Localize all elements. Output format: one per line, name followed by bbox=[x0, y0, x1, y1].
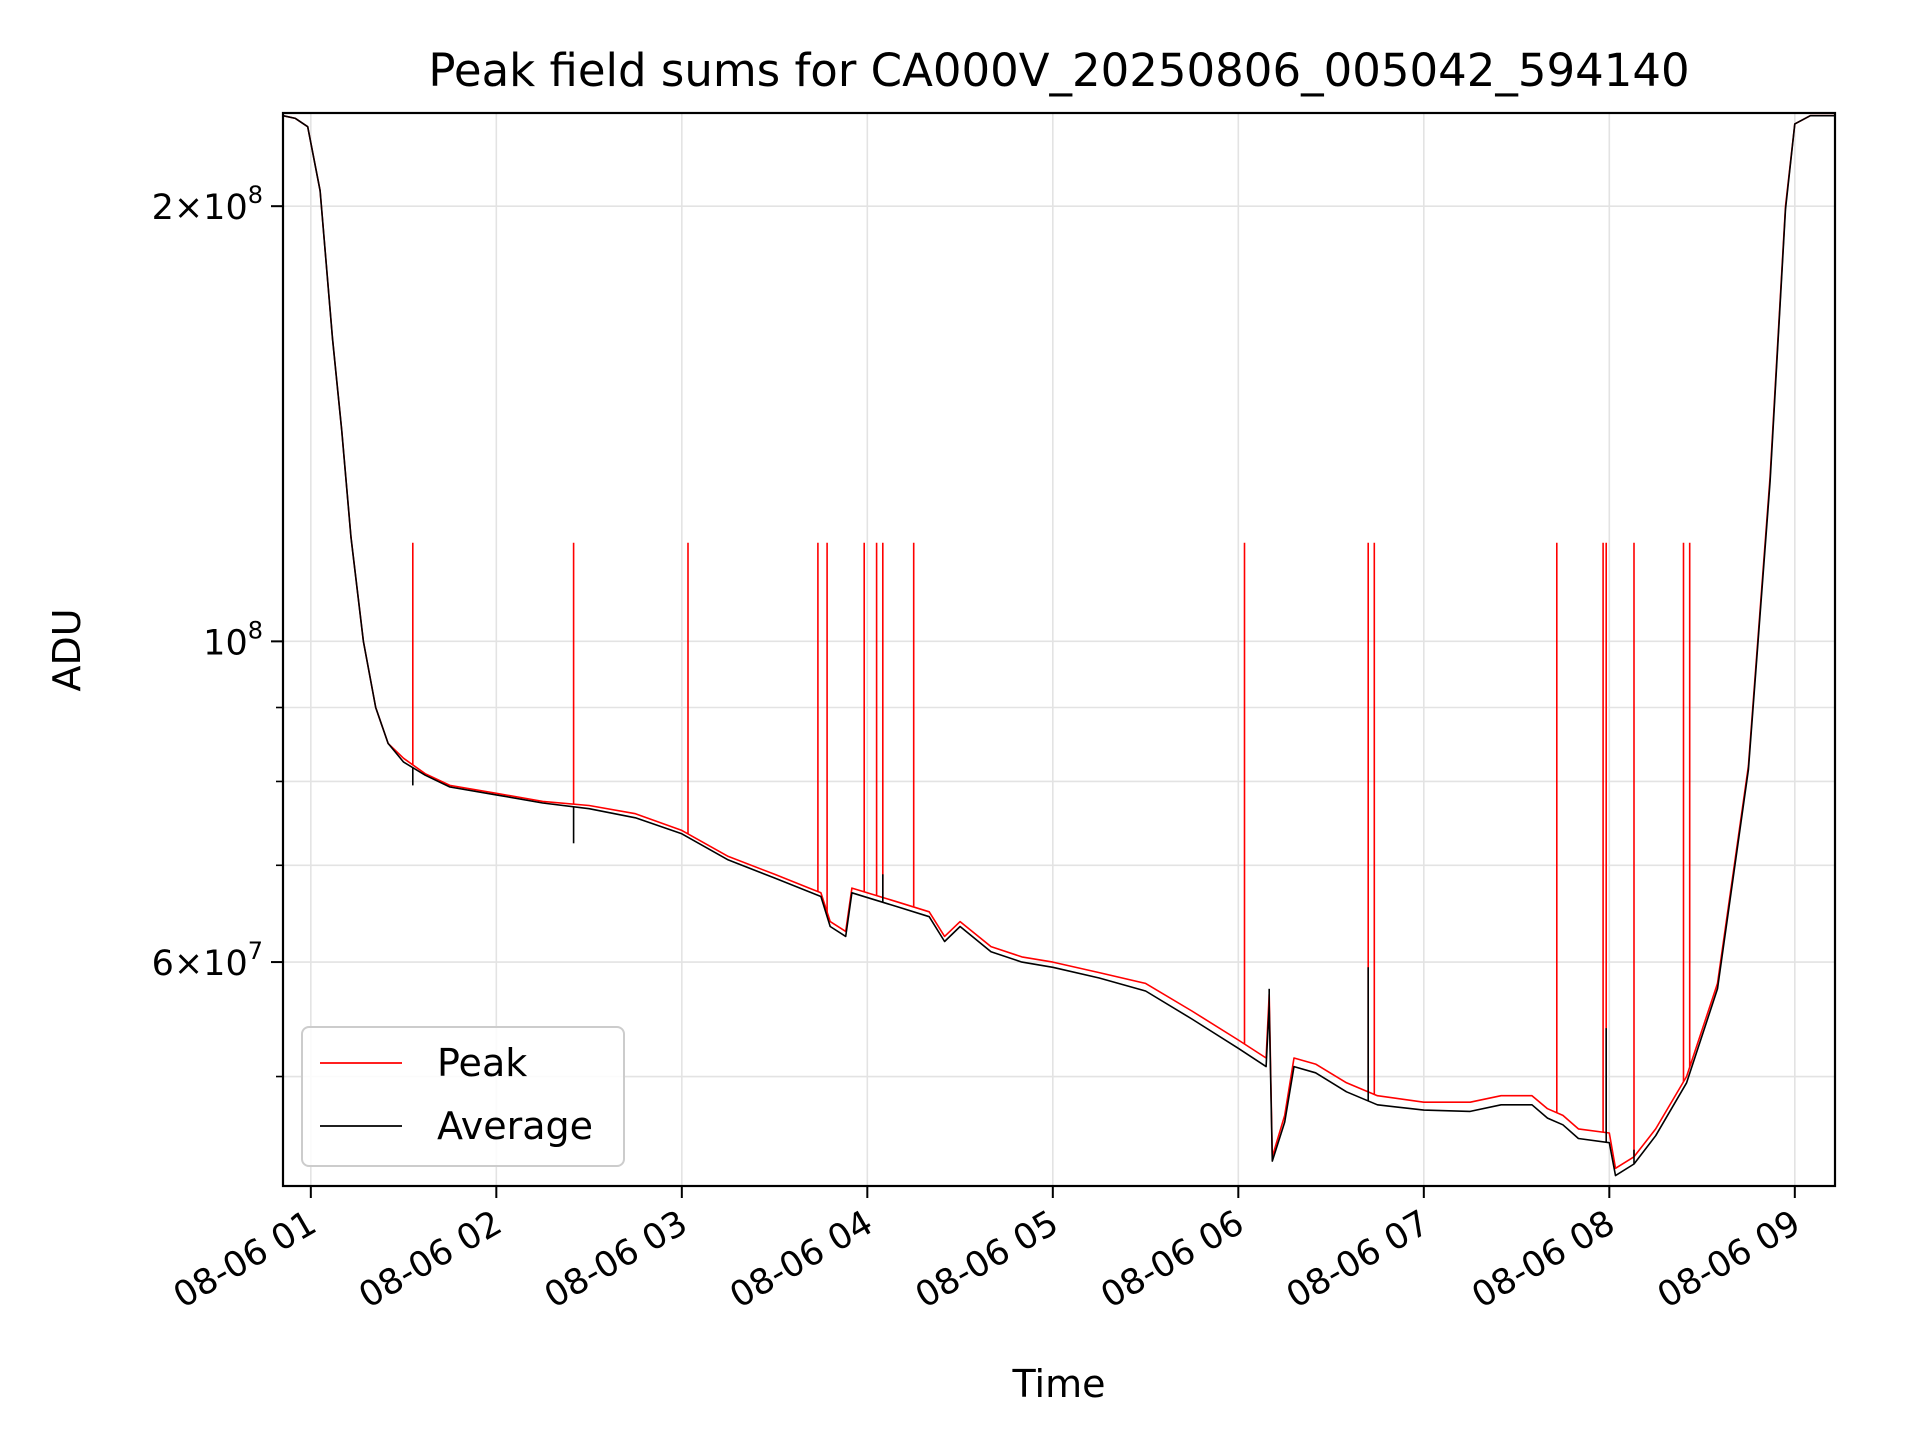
series-layer bbox=[282, 114, 1835, 1177]
series-line-peak bbox=[282, 114, 1835, 1170]
plot-frame bbox=[281, 111, 1837, 1188]
legend-label-average: Average bbox=[437, 1104, 593, 1148]
y-tick-label: 2×108 bbox=[152, 181, 263, 228]
legend: Peak Average bbox=[301, 1026, 625, 1167]
y-axis: 6×107 108 2×108 bbox=[152, 181, 283, 1078]
grid-lines bbox=[283, 113, 1835, 1186]
legend-box bbox=[301, 1026, 625, 1167]
y-axis-label: ADU bbox=[45, 608, 89, 691]
x-axis-label: Time bbox=[1012, 1362, 1106, 1406]
legend-label-peak: Peak bbox=[437, 1041, 527, 1085]
y-tick-label: 6×107 bbox=[152, 937, 263, 984]
chart-title: Peak field sums for CA000V_20250806_0050… bbox=[428, 44, 1689, 97]
y-tick-label: 108 bbox=[203, 616, 263, 663]
series-line-average bbox=[282, 114, 1835, 1177]
